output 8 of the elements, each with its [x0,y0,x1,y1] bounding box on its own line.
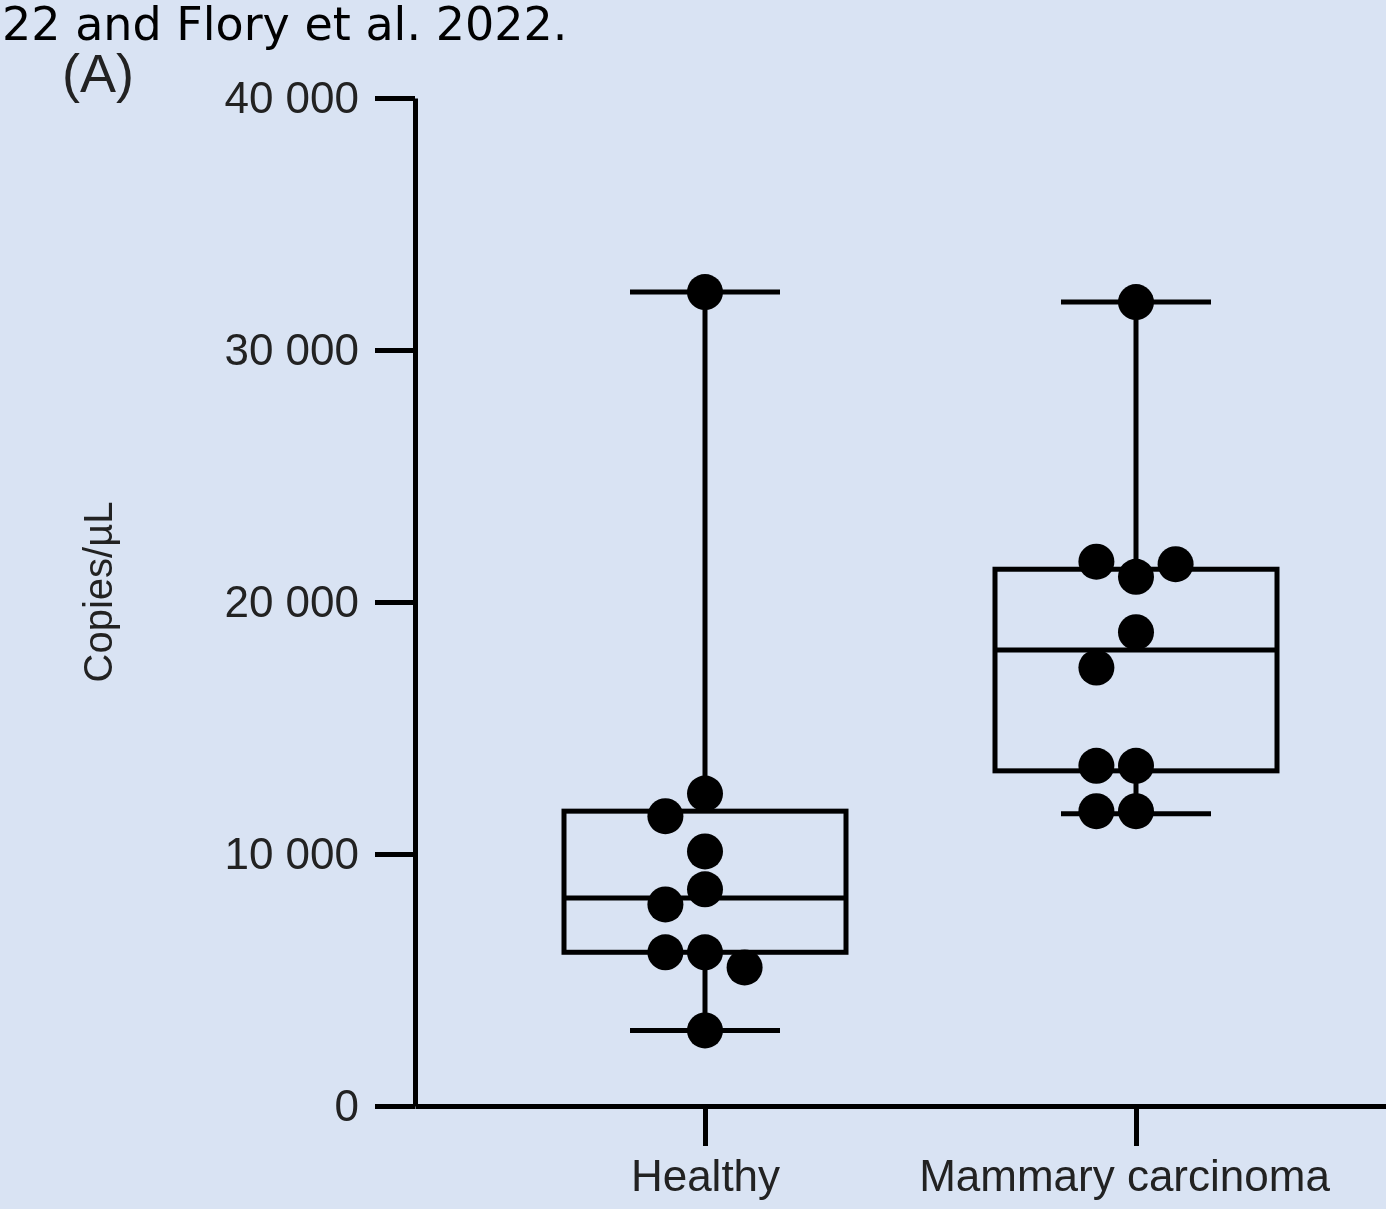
y-tick-label: 20 000 [224,576,359,626]
y-tick-label: 40 000 [224,72,359,122]
y-tick-label: 30 000 [224,324,359,374]
y-tick-label: 10 000 [224,828,359,878]
x-tick-label: Healthy [630,1151,781,1201]
x-tick-label: Mammary carcinoma [919,1151,1331,1201]
y-tick-label: 0 [334,1080,359,1130]
y-axis-title: Copies/µL [76,501,120,683]
